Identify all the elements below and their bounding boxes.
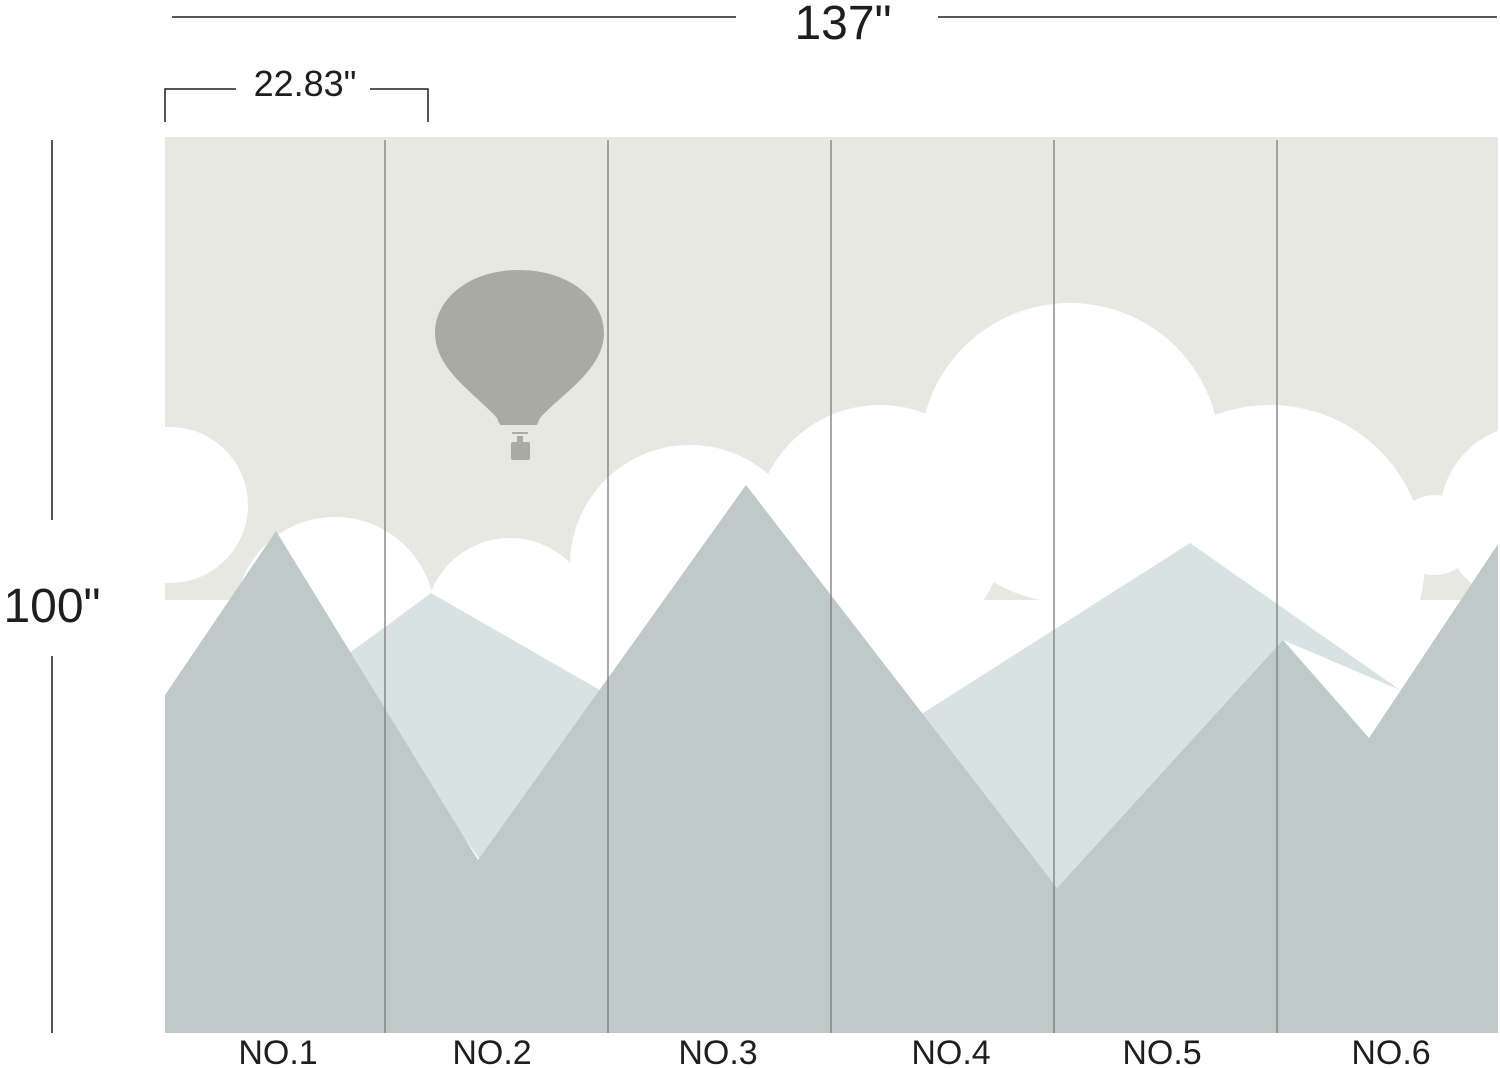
back-mountains (340, 543, 1400, 888)
panel-label-1: NO.1 (238, 1034, 318, 1068)
panel-seams (384, 140, 1278, 1033)
height-label: 100" (3, 580, 101, 633)
panel-label-2: NO.2 (452, 1034, 532, 1068)
panel-label-3: NO.3 (678, 1034, 758, 1068)
total-width-label: 137" (794, 0, 892, 50)
panel-label-5: NO.5 (1122, 1034, 1202, 1068)
dimension-lines (51, 16, 1497, 1033)
hot-air-balloon (435, 270, 604, 460)
panel-label-6: NO.6 (1351, 1034, 1431, 1068)
panel-width-label: 22.83" (253, 63, 357, 104)
panel-label-4: NO.4 (911, 1034, 991, 1068)
